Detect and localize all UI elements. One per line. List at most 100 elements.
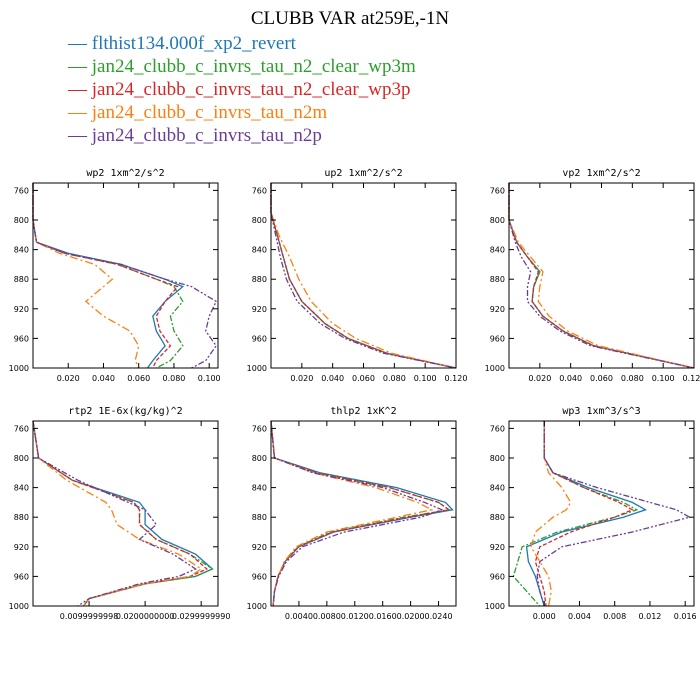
y-tick-label: 760 [252, 424, 267, 433]
x-tick-label: 0.040 [92, 374, 115, 383]
legend: — flthist134.000f_xp2_revert — jan24_clu… [68, 32, 416, 147]
series-line [32, 420, 197, 607]
y-tick-label: 920 [490, 543, 505, 552]
y-tick-label: 840 [490, 484, 505, 493]
panel-title: thlp2 1xK^2 [330, 406, 396, 417]
legend-entry: — jan24_clubb_c_invrs_tau_n2m [68, 101, 416, 124]
panel-title: vp2 1xm^2/s^2 [562, 168, 640, 179]
panel-frame [508, 182, 695, 369]
x-tick-label: 0.060 [352, 374, 375, 383]
y-tick-label: 960 [490, 334, 505, 343]
y-tick-label: 840 [252, 484, 267, 493]
series-line [508, 183, 695, 369]
legend-label: jan24_clubb_c_invrs_tau_n2_clear_wp3m [91, 56, 416, 77]
y-tick-label: 880 [14, 275, 29, 284]
x-tick-label: 0.016 [674, 612, 697, 621]
y-tick-label: 960 [252, 572, 267, 581]
series-line [270, 183, 457, 369]
panel-frame [270, 420, 457, 607]
panel-4: rtp2 1E-6x(kg/kg)^2 760 800 840 880 920 960 100… [9, 406, 231, 621]
y-tick-label: 1000 [9, 602, 29, 611]
legend-entry: — flthist134.000f_xp2_revert [68, 32, 416, 55]
x-tick-label: 0.080 [162, 374, 185, 383]
series-line [508, 183, 695, 369]
x-tick-label: 0.0120 [341, 612, 369, 621]
legend-entry: — jan24_clubb_c_invrs_tau_n2p [68, 124, 416, 147]
y-tick-label: 760 [490, 186, 505, 195]
series-line [512, 421, 639, 607]
x-tick-label: 0.100 [414, 374, 437, 383]
series-line [270, 420, 451, 607]
x-tick-label: 0.100 [198, 374, 221, 383]
x-tick-label: 0.0299999990 [172, 612, 231, 621]
panel-1: wp2 1xm^2/s^2 760 800 840 880 920 960 1000 0.020… [9, 168, 221, 383]
legend-dash: — [68, 56, 92, 77]
legend-dash: — [68, 102, 92, 123]
y-tick-label: 800 [252, 454, 267, 463]
y-tick-label: 840 [490, 246, 505, 255]
legend-label: jan24_clubb_c_invrs_tau_n2m [91, 102, 328, 123]
y-tick-label: 960 [490, 572, 505, 581]
panel-3: vp2 1xm^2/s^2 760 800 840 880 920 960 1000 0.020… [485, 168, 700, 383]
series-line [534, 421, 634, 607]
panel-title: rtp2 1E-6x(kg/kg)^2 [68, 406, 182, 417]
legend-label: flthist134.000f_xp2_revert [91, 33, 296, 54]
series-line [270, 183, 457, 369]
x-tick-label: 0.120 [683, 374, 700, 383]
series-line [270, 183, 457, 369]
x-tick-label: 0.0200 [397, 612, 425, 621]
series-line [270, 420, 434, 607]
y-tick-label: 840 [14, 484, 29, 493]
y-tick-label: 1000 [9, 364, 29, 373]
y-tick-label: 760 [490, 424, 505, 433]
y-tick-label: 760 [252, 186, 267, 195]
x-tick-label: 0.080 [621, 374, 644, 383]
y-tick-label: 1000 [485, 602, 505, 611]
y-tick-label: 920 [252, 543, 267, 552]
y-tick-label: 920 [14, 305, 29, 314]
y-tick-label: 880 [490, 513, 505, 522]
y-tick-label: 880 [490, 275, 505, 284]
series-line [32, 420, 208, 607]
x-tick-label: 0.120 [445, 374, 468, 383]
series-line [32, 420, 214, 607]
y-tick-label: 800 [14, 216, 29, 225]
panel-title: wp3 1xm^3/s^3 [562, 406, 640, 417]
chart-title: CLUBB VAR at259E,-1N [250, 8, 450, 29]
x-tick-label: 0.040 [559, 374, 582, 383]
x-tick-label: 0.004 [568, 612, 591, 621]
x-tick-label: 0.060 [590, 374, 613, 383]
x-tick-label: 0.008 [603, 612, 626, 621]
y-tick-label: 880 [14, 513, 29, 522]
x-tick-label: 0.020 [528, 374, 551, 383]
panel-title: up2 1xm^2/s^2 [324, 168, 402, 179]
y-tick-label: 760 [14, 424, 29, 433]
series-line [270, 183, 457, 369]
x-tick-label: 0.0160 [369, 612, 397, 621]
series-line [270, 420, 451, 607]
panel-frame [32, 420, 219, 607]
panel-frame [32, 182, 219, 369]
y-tick-label: 880 [252, 513, 267, 522]
legend-label: jan24_clubb_c_invrs_tau_n2_clear_wp3p [91, 79, 411, 100]
series-line [508, 183, 695, 369]
series-line [508, 183, 695, 369]
panel-title: wp2 1xm^2/s^2 [86, 168, 164, 179]
y-tick-label: 960 [14, 334, 29, 343]
x-tick-label: 0.0200000000 [116, 612, 175, 621]
x-tick-label: 0.0240 [425, 612, 453, 621]
legend-dash: — [68, 33, 92, 54]
series-line [536, 421, 692, 607]
x-tick-label: 0.000 [533, 612, 556, 621]
legend-dash: — [68, 125, 92, 146]
y-tick-label: 1000 [247, 602, 267, 611]
panel-frame [508, 420, 695, 607]
series-line [32, 420, 203, 607]
y-tick-label: 920 [14, 543, 29, 552]
series-line [270, 183, 457, 369]
y-tick-label: 800 [14, 454, 29, 463]
y-tick-label: 760 [14, 186, 29, 195]
legend-dash: — [68, 79, 92, 100]
legend-entry: — jan24_clubb_c_invrs_tau_n2_clear_wp3p [68, 78, 416, 101]
